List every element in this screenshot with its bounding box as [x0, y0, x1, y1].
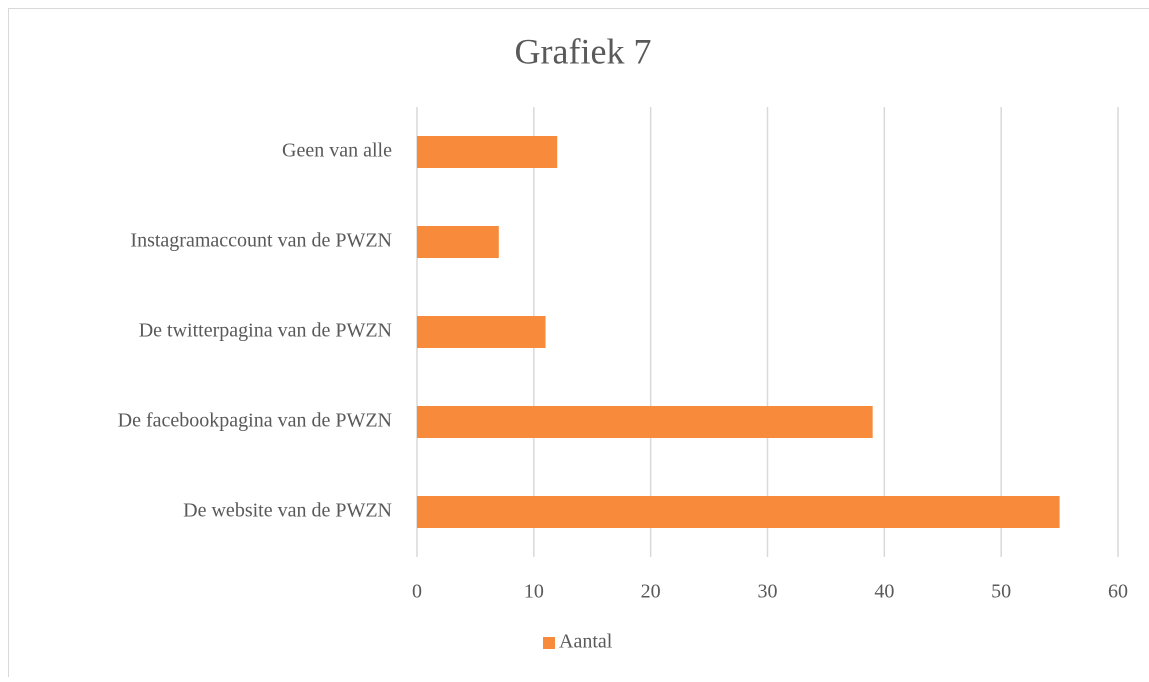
legend-swatch	[543, 637, 555, 649]
bar	[417, 226, 499, 258]
legend-label: Aantal	[559, 631, 613, 653]
bar	[417, 136, 557, 168]
y-tick-label: De twitterpagina van de PWZN	[139, 320, 392, 342]
x-tick-label: 0	[412, 581, 422, 603]
y-tick-label: De website van de PWZN	[183, 500, 392, 522]
y-tick-label: De facebookpagina van de PWZN	[118, 410, 392, 432]
x-tick-label: 40	[874, 581, 894, 603]
x-tick-label: 30	[758, 581, 778, 603]
y-tick-label: Instagramaccount van de PWZN	[130, 230, 392, 252]
bar	[417, 316, 546, 348]
x-tick-label: 50	[991, 581, 1011, 603]
x-tick-label: 10	[524, 581, 544, 603]
chart-frame	[9, 9, 1149, 678]
x-tick-label: 60	[1108, 581, 1128, 603]
chart-title: Grafiek 7	[515, 31, 652, 71]
x-tick-label: 20	[641, 581, 661, 603]
bar	[417, 406, 873, 438]
bar	[417, 496, 1060, 528]
y-tick-label: Geen van alle	[282, 140, 392, 162]
